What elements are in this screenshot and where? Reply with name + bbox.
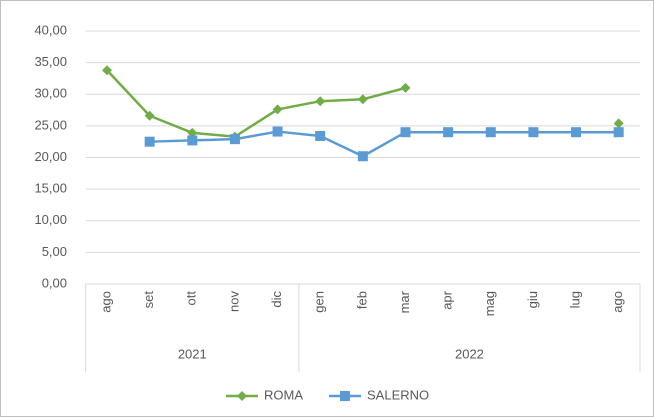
series-line — [149, 130, 619, 158]
x-tick-label: ago — [98, 291, 113, 313]
x-tick-label: lug — [567, 291, 582, 308]
y-tick-label: 0,00 — [42, 275, 67, 290]
data-point — [187, 135, 198, 146]
legend-marker — [340, 391, 350, 401]
x-group-label: 2021 — [178, 346, 207, 361]
data-point — [613, 118, 624, 129]
legend-label: ROMA — [264, 387, 303, 402]
x-tick-label: mar — [397, 290, 412, 313]
x-tick-label: ott — [184, 291, 199, 306]
data-point — [400, 127, 411, 138]
data-point — [102, 65, 113, 76]
data-point — [613, 127, 624, 138]
data-point — [443, 127, 454, 138]
y-tick-label: 25,00 — [34, 117, 67, 132]
data-point — [144, 110, 155, 121]
data-point — [400, 82, 411, 93]
x-group-label: 2022 — [455, 346, 484, 361]
y-tick-label: 15,00 — [34, 181, 67, 196]
data-point — [272, 126, 283, 137]
x-tick-label: gen — [312, 291, 327, 313]
y-tick-label: 40,00 — [34, 22, 67, 37]
x-tick-label: dic — [269, 291, 284, 308]
y-tick-label: 5,00 — [42, 244, 67, 259]
y-tick-label: 10,00 — [34, 212, 67, 227]
legend-label: SALERNO — [367, 387, 429, 402]
x-tick-label: apr — [440, 290, 455, 309]
data-point — [528, 127, 539, 138]
legend-marker — [237, 391, 247, 401]
y-tick-label: 35,00 — [34, 54, 67, 69]
data-point — [357, 94, 368, 105]
data-point — [315, 96, 326, 107]
data-point — [485, 127, 496, 138]
data-point — [144, 136, 155, 147]
data-point — [357, 151, 368, 162]
data-point — [315, 130, 326, 141]
y-tick-label: 20,00 — [34, 149, 67, 164]
x-tick-label: nov — [226, 291, 241, 312]
x-tick-label: ago — [610, 291, 625, 313]
x-tick-label: giu — [525, 291, 540, 308]
x-tick-label: mag — [482, 291, 497, 316]
x-tick-label: set — [141, 291, 156, 309]
data-point — [272, 104, 283, 115]
y-tick-label: 30,00 — [34, 86, 67, 101]
data-point — [187, 127, 198, 138]
x-tick-label: feb — [354, 291, 369, 309]
data-point — [571, 127, 582, 138]
data-point — [229, 134, 240, 145]
